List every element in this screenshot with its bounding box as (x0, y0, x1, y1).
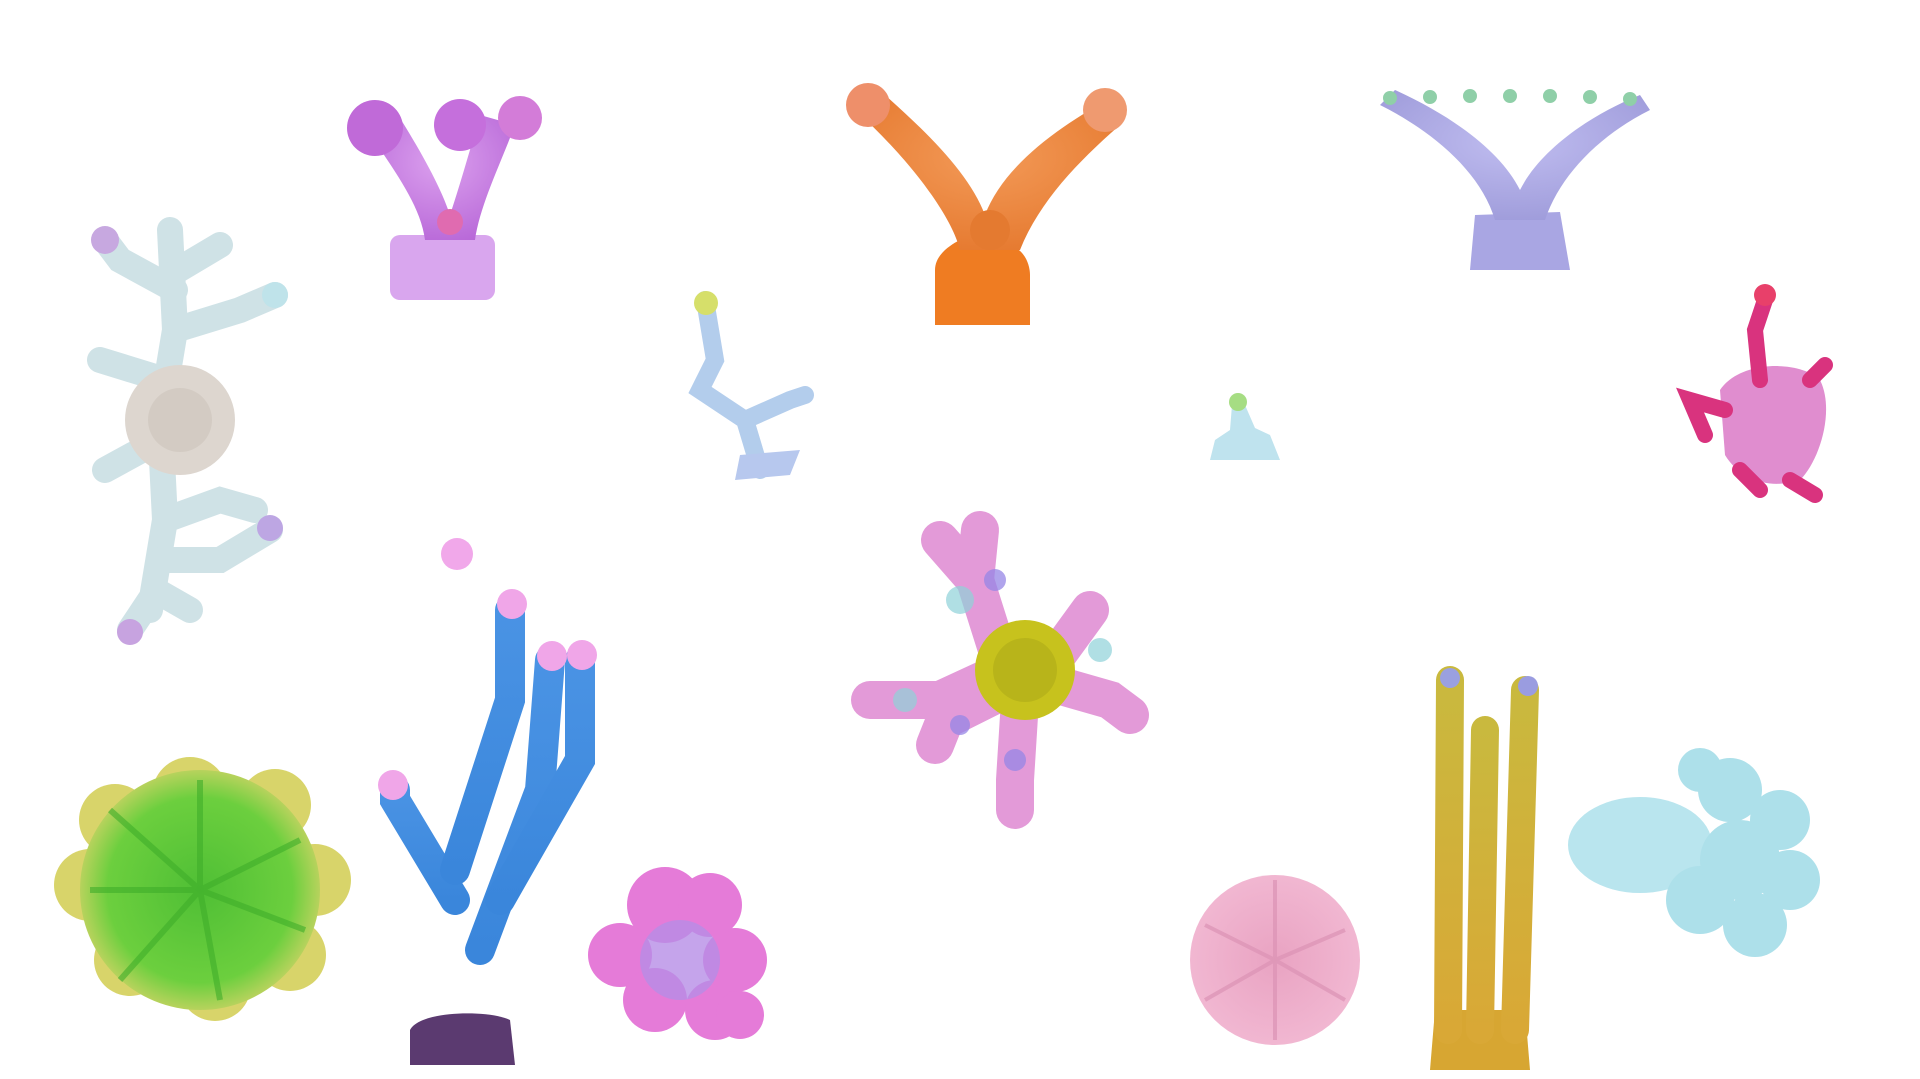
finger-coral-blue (378, 538, 597, 1065)
y-coral-purple (347, 96, 542, 300)
star-coral-olive (851, 511, 1149, 829)
disc-coral-rose (1190, 875, 1360, 1045)
branch-coral-magenta (1676, 284, 1833, 503)
disc-coral-green (54, 757, 351, 1021)
y-coral-orange (846, 83, 1127, 325)
branching-coral-beige (87, 217, 288, 645)
small-branch-coral-blue (688, 291, 814, 480)
lobed-coral-aqua (1568, 748, 1820, 957)
pillar-coral-gold (1430, 666, 1539, 1070)
tiny-coral-cyan (1210, 393, 1280, 460)
y-coral-lavender (1380, 89, 1650, 270)
rosette-coral-pink (588, 867, 767, 1040)
